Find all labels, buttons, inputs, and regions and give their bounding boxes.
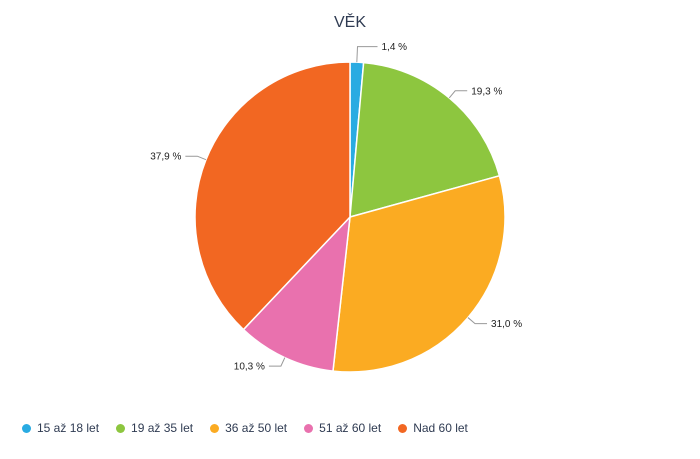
legend-swatch bbox=[22, 423, 31, 433]
legend-label: 36 až 50 let bbox=[225, 421, 288, 435]
legend-swatch bbox=[210, 423, 220, 433]
legend-item-3[interactable]: 36 až 50 let bbox=[210, 421, 287, 435]
leader-line-4 bbox=[268, 357, 286, 367]
legend-item-1[interactable]: 15 až 18 let bbox=[22, 421, 99, 435]
pie-slice-3 bbox=[332, 174, 506, 373]
legend-item-5[interactable]: Nad 60 let bbox=[398, 421, 468, 435]
legend-swatch bbox=[398, 423, 408, 433]
legend-item-4[interactable]: 51 až 60 let bbox=[304, 421, 381, 435]
leader-line-3 bbox=[467, 317, 488, 325]
legend: 15 až 18 let 19 až 35 let 36 až 50 let 51 a… bbox=[22, 421, 485, 435]
leader-line-1 bbox=[356, 46, 378, 63]
slice-label-3: 31,0 % bbox=[491, 319, 522, 330]
chart-title: VĚK bbox=[333, 14, 366, 31]
leader-line-2 bbox=[448, 90, 468, 99]
slice-label-4: 10,3 % bbox=[234, 362, 265, 373]
slice-label-5: 37,9 % bbox=[150, 152, 181, 163]
legend-item-2[interactable]: 19 až 35 let bbox=[116, 421, 193, 435]
leader-line-5 bbox=[185, 155, 207, 161]
pie-slice-2 bbox=[349, 61, 501, 219]
legend-swatch bbox=[116, 423, 126, 433]
legend-label: 15 až 18 let bbox=[37, 421, 100, 435]
legend-label: 19 až 35 let bbox=[131, 421, 194, 435]
legend-label: Nad 60 let bbox=[413, 421, 468, 435]
slice-label-1: 1,4 % bbox=[382, 42, 408, 53]
slice-label-2: 19,3 % bbox=[471, 86, 502, 97]
legend-swatch bbox=[304, 423, 314, 433]
legend-label: 51 až 60 let bbox=[319, 421, 382, 435]
